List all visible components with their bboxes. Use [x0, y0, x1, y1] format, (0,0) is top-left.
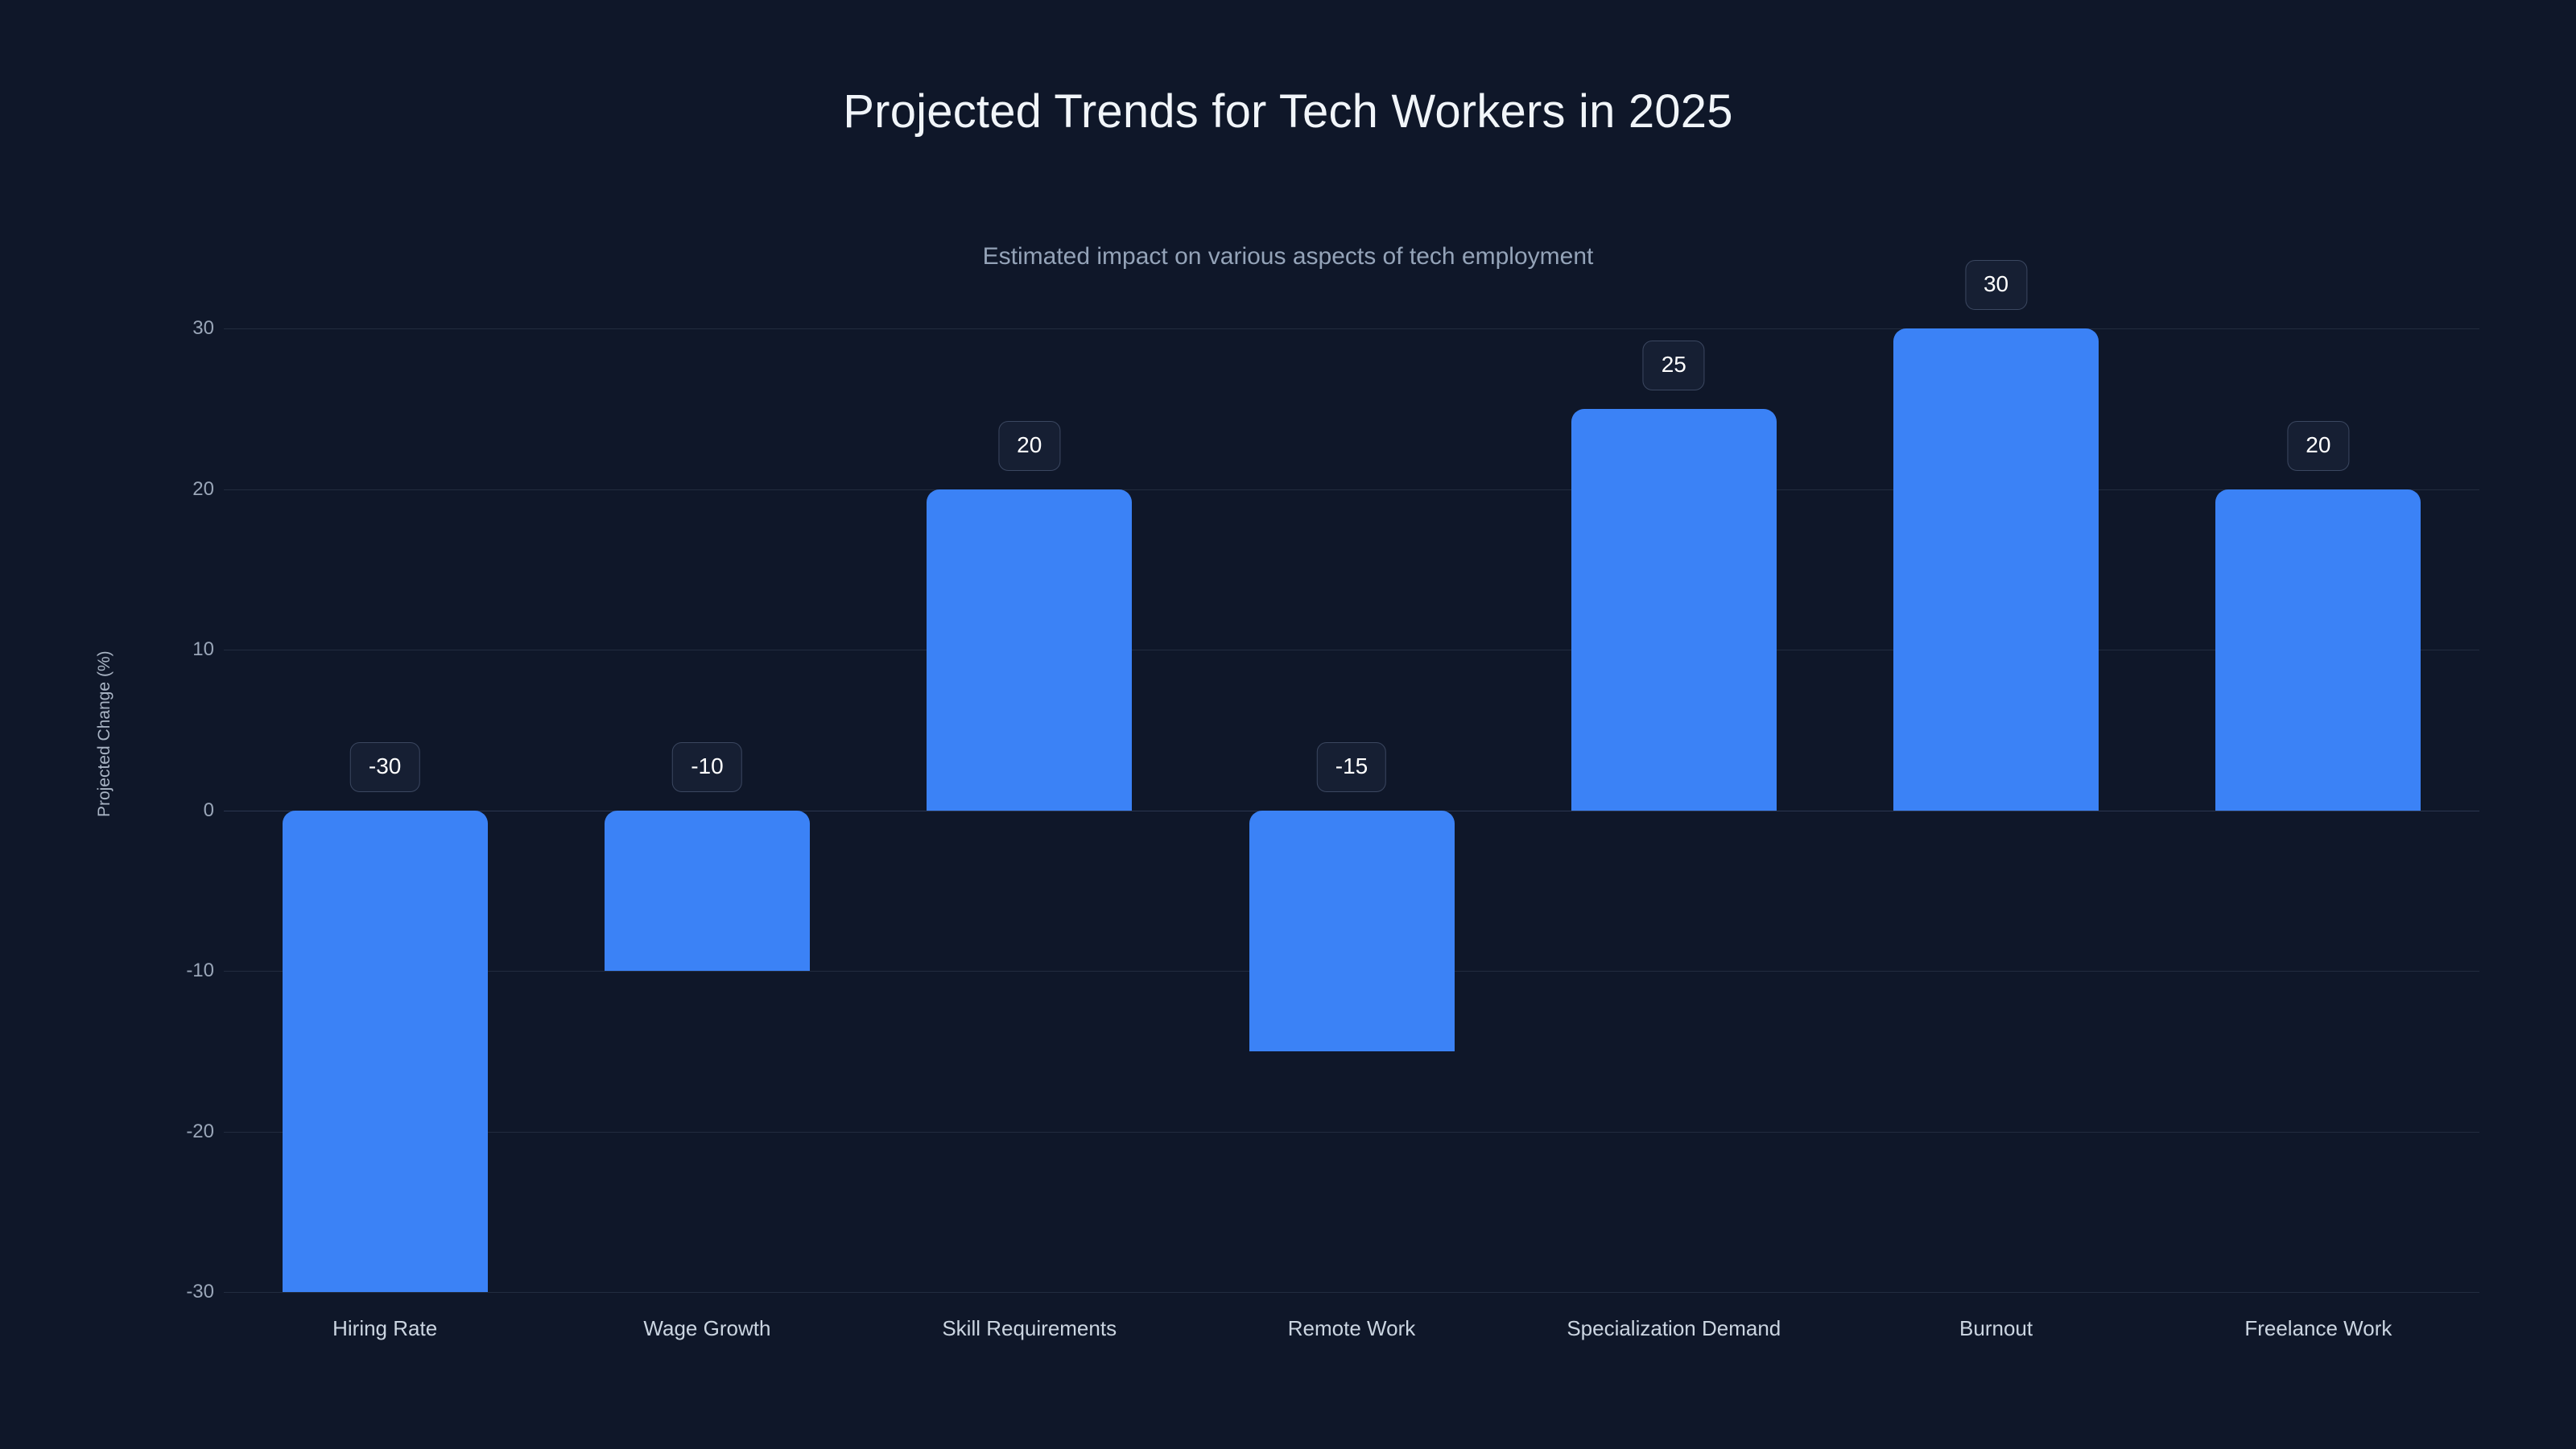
y-axis-tick-label: 20: [192, 477, 214, 500]
page-title: Projected Trends for Tech Workers in 202…: [843, 85, 1733, 138]
x-axis-category-label: Burnout: [1959, 1316, 2033, 1340]
gridline: [224, 489, 2479, 490]
y-axis-tick-label: 10: [192, 638, 214, 660]
bar[interactable]: [282, 810, 488, 1292]
x-axis-category-label: Hiring Rate: [332, 1316, 438, 1340]
y-axis-title: Projected Change (%): [95, 650, 114, 817]
gridline: [224, 328, 2479, 329]
y-axis-tick-label: -30: [186, 1281, 214, 1302]
y-axis-tick-label: -10: [186, 960, 214, 981]
bar-value-badge: 30: [1964, 260, 2028, 310]
gridline: [224, 1292, 2479, 1293]
gridline: [224, 1131, 2479, 1133]
bar-value-badge: -30: [349, 741, 420, 792]
bar[interactable]: [604, 810, 810, 971]
bar-value-badge: 20: [998, 420, 1061, 471]
bar-value-badge: -15: [1316, 741, 1387, 792]
x-axis-category-label: Specialization Demand: [1567, 1316, 1781, 1340]
plot-area: 30 20 10 0 -10 -20 -30: [186, 317, 2479, 1302]
bar-value-badge: -10: [672, 741, 742, 792]
bar-value-badge: 20: [2287, 420, 2350, 471]
x-axis-category-label: Wage Growth: [643, 1316, 771, 1340]
x-axis-category-label: Remote Work: [1287, 1316, 1416, 1340]
bar[interactable]: [2215, 489, 2421, 811]
bar[interactable]: [927, 489, 1133, 811]
bar-value-badge: 25: [1642, 340, 1705, 390]
bar[interactable]: [1249, 810, 1455, 1051]
x-axis-category-label: Skill Requirements: [942, 1316, 1117, 1340]
y-axis-tick-label: 0: [203, 799, 214, 821]
bar[interactable]: [1571, 408, 1777, 811]
bar[interactable]: [1893, 328, 2099, 811]
x-axis-category-label: Freelance Work: [2244, 1316, 2392, 1340]
chart-subtitle: Estimated impact on various aspects of t…: [982, 243, 1594, 270]
y-axis-tick-label: 30: [192, 317, 214, 339]
y-axis-tick-label: -20: [186, 1120, 214, 1142]
